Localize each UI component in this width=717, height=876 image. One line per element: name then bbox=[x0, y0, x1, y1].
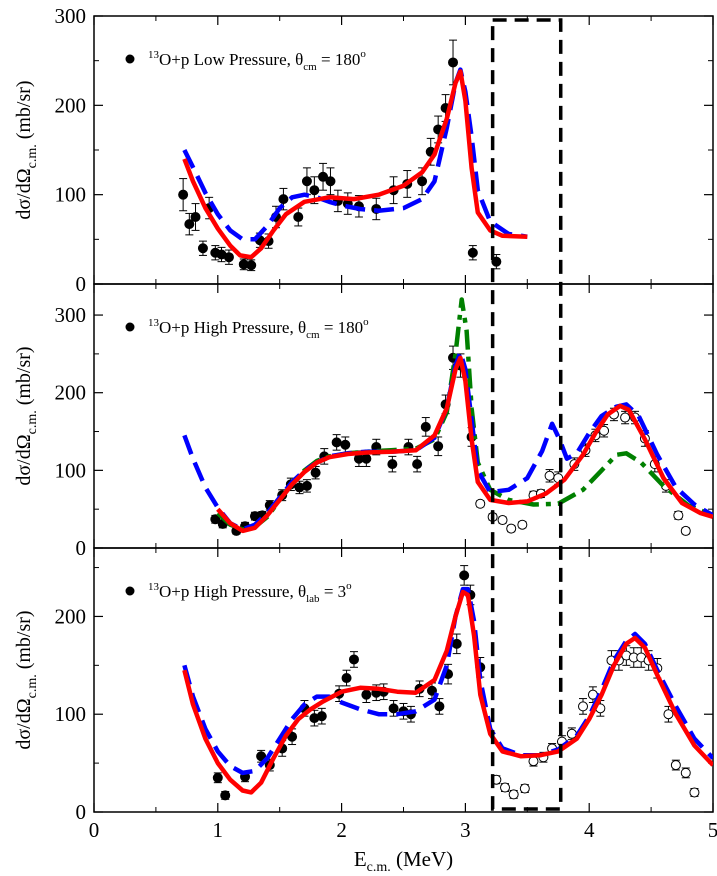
data-point bbox=[301, 176, 312, 187]
series-group bbox=[182, 565, 713, 801]
data-point bbox=[361, 689, 372, 700]
x-tick-label: 5 bbox=[708, 818, 717, 842]
y-tick-label: 0 bbox=[76, 800, 87, 824]
data-point-open bbox=[673, 510, 684, 521]
x-tick-label: 0 bbox=[89, 818, 100, 842]
data-point bbox=[417, 176, 428, 187]
y-axis-label: dσ/dΩc.m. (mb/sr) bbox=[13, 346, 40, 485]
data-point bbox=[212, 772, 223, 783]
data-point-open bbox=[517, 519, 528, 530]
legend-text: 13O+p Low Pressure, θcm = 180o bbox=[148, 48, 366, 73]
series-group bbox=[178, 39, 528, 272]
data-point-open bbox=[475, 498, 486, 509]
data-point-open bbox=[680, 767, 691, 778]
y-tick-label: 200 bbox=[55, 93, 87, 117]
panel-bottom: 0 100 200 dσ/dΩc.m. (mb/sr) 13O+p High Press… bbox=[13, 547, 717, 875]
data-point-open bbox=[689, 787, 700, 798]
y-tick-label: 300 bbox=[55, 4, 87, 28]
data-point bbox=[325, 176, 336, 187]
blue-dashed-curve bbox=[182, 350, 713, 532]
data-point bbox=[309, 185, 320, 196]
data-point-open bbox=[578, 701, 589, 712]
data-point bbox=[190, 212, 201, 222]
data-point-open bbox=[670, 760, 681, 771]
data-point bbox=[459, 570, 470, 581]
y-tick-label: 300 bbox=[55, 303, 87, 327]
data-point bbox=[301, 480, 312, 491]
data-point bbox=[434, 701, 445, 712]
data-point bbox=[210, 514, 221, 525]
data-point-open bbox=[663, 709, 674, 720]
data-point-open bbox=[508, 789, 519, 800]
x-tick-label: 4 bbox=[584, 818, 595, 842]
data-point bbox=[387, 459, 398, 470]
red-solid-curve bbox=[216, 355, 713, 534]
y-tick-label: 200 bbox=[55, 604, 87, 628]
y-tick-label: 0 bbox=[76, 272, 87, 296]
data-point bbox=[184, 219, 195, 230]
data-point bbox=[448, 57, 459, 68]
data-point bbox=[197, 243, 208, 254]
legend-marker bbox=[125, 322, 135, 332]
y-axis-label: dσ/dΩc.m. (mb/sr) bbox=[13, 610, 40, 749]
data-point bbox=[420, 421, 431, 432]
data-point bbox=[220, 790, 231, 801]
data-point bbox=[433, 441, 444, 452]
data-point bbox=[361, 453, 372, 464]
data-point bbox=[331, 437, 342, 448]
data-point bbox=[256, 751, 267, 762]
data-point-open bbox=[506, 523, 517, 534]
y-tick-label: 100 bbox=[55, 702, 87, 726]
x-axis-label: Ec.m. (MeV) bbox=[354, 847, 453, 875]
data-point bbox=[341, 673, 352, 684]
panel-top: 0 100 200 300 dσ/dΩc.m. (mb/sr) 13O+p Low Pre… bbox=[13, 4, 714, 296]
legend-marker bbox=[125, 54, 135, 64]
red-solid-curve bbox=[182, 589, 713, 795]
data-point bbox=[348, 654, 359, 665]
data-point-open bbox=[497, 515, 508, 526]
blue-dashed-curve bbox=[182, 67, 528, 242]
data-point bbox=[246, 260, 257, 271]
data-point bbox=[310, 467, 321, 478]
series-group bbox=[182, 297, 713, 536]
data-point bbox=[340, 439, 351, 450]
y-tick-label: 200 bbox=[55, 381, 87, 405]
data-point bbox=[316, 711, 327, 722]
y-tick-label: 100 bbox=[55, 458, 87, 482]
data-point bbox=[388, 703, 399, 714]
red-solid-curve bbox=[182, 69, 528, 260]
data-point bbox=[426, 685, 437, 696]
data-point bbox=[178, 189, 189, 200]
blue-dashed-curve bbox=[182, 586, 713, 776]
y-axis-label: dσ/dΩc.m. (mb/sr) bbox=[13, 80, 40, 219]
legend-marker bbox=[125, 586, 135, 596]
data-point bbox=[318, 171, 329, 182]
y-tick-label: 100 bbox=[55, 183, 87, 207]
data-point bbox=[451, 638, 462, 649]
x-tick-label: 3 bbox=[460, 818, 471, 842]
legend-text: 13O+p High Pressure, θcm = 180o bbox=[148, 316, 369, 341]
data-point-open bbox=[620, 412, 631, 423]
x-tick-label: 2 bbox=[336, 818, 347, 842]
data-point bbox=[278, 194, 289, 205]
data-point-open bbox=[566, 728, 577, 739]
data-point-open bbox=[544, 470, 555, 481]
data-point bbox=[467, 247, 478, 258]
data-point-open bbox=[519, 783, 530, 794]
legend-text: 13O+p High Pressure, θlab = 3o bbox=[148, 580, 352, 605]
y-tick-label: 0 bbox=[76, 536, 87, 560]
data-point-open bbox=[680, 525, 691, 536]
data-point-open bbox=[500, 782, 511, 793]
panel-middle: 0 100 200 300 dσ/dΩc.m. (mb/sr) 13O+p High Pr… bbox=[13, 283, 714, 560]
data-point bbox=[293, 212, 304, 222]
data-point bbox=[223, 252, 234, 263]
data-point bbox=[412, 459, 423, 470]
x-tick-label: 1 bbox=[213, 818, 224, 842]
highlight-box bbox=[490, 18, 563, 811]
